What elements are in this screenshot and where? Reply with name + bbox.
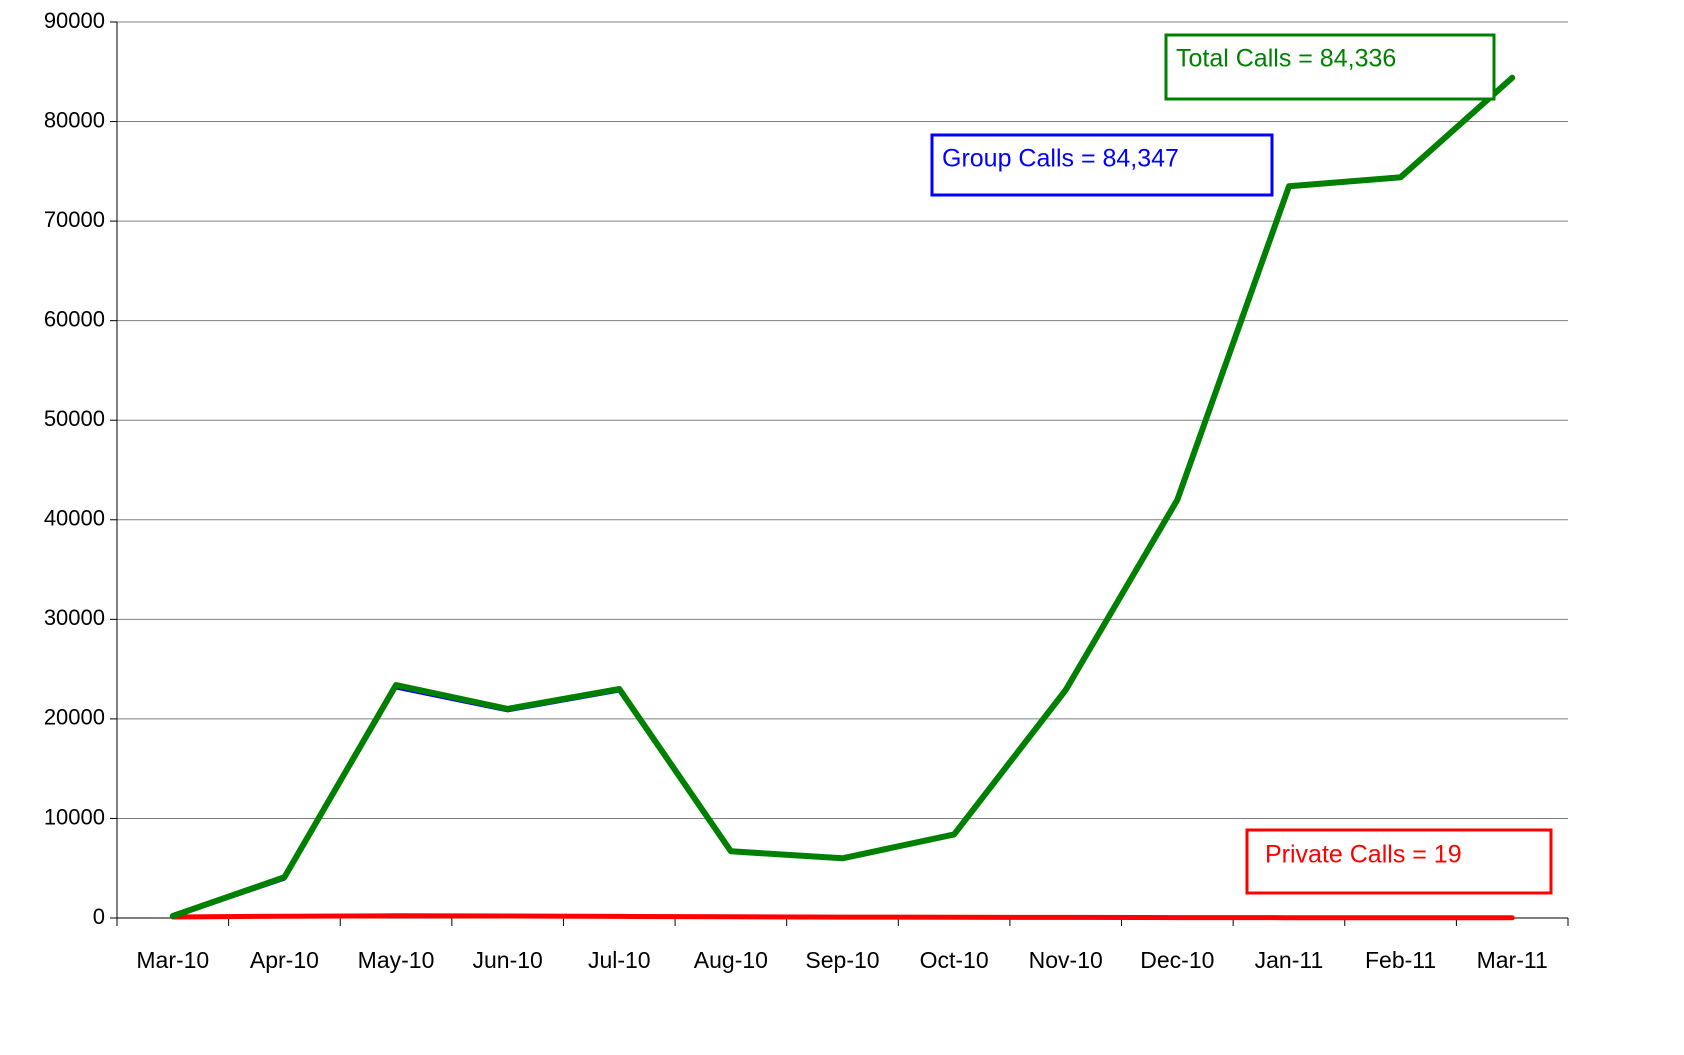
y-tick-label: 70000 (44, 207, 105, 232)
x-tick-label: Mar-11 (1477, 947, 1548, 973)
y-tick-label: 10000 (44, 804, 105, 829)
x-tick-label: Aug-10 (694, 947, 768, 973)
x-tick-label: Mar-10 (136, 947, 209, 973)
y-tick-label: 60000 (44, 306, 105, 331)
x-tick-label: Oct-10 (920, 947, 989, 973)
annotation: Total Calls = 84,336 (1176, 45, 1396, 73)
x-tick-label: Jul-10 (588, 947, 651, 973)
y-tick-label: 80000 (44, 107, 105, 132)
annotation: Private Calls = 19 (1265, 841, 1462, 869)
series-line (170, 913, 1515, 921)
y-tick-label: 0 (93, 904, 105, 929)
x-tick-label: Nov-10 (1029, 947, 1103, 973)
x-tick-label: May-10 (358, 947, 435, 973)
x-tick-label: Jun-10 (472, 947, 542, 973)
x-tick-label: Dec-10 (1140, 947, 1214, 973)
x-tick-label: Sep-10 (805, 947, 879, 973)
annotation: Group Calls = 84,347 (942, 145, 1179, 173)
x-tick-label: Apr-10 (250, 947, 319, 973)
y-tick-label: 50000 (44, 406, 105, 431)
y-tick-label: 30000 (44, 605, 105, 630)
y-tick-label: 40000 (44, 506, 105, 531)
annotation-box (930, 133, 1274, 197)
annotation-box (1164, 33, 1496, 101)
x-tick-label: Jan-11 (1255, 947, 1324, 973)
series-line (169, 74, 1516, 919)
y-tick-label: 20000 (44, 705, 105, 730)
y-tick-label: 90000 (44, 8, 105, 33)
series-line (171, 77, 1514, 919)
x-tick-label: Feb-11 (1365, 947, 1436, 973)
annotation-box (1245, 828, 1553, 895)
